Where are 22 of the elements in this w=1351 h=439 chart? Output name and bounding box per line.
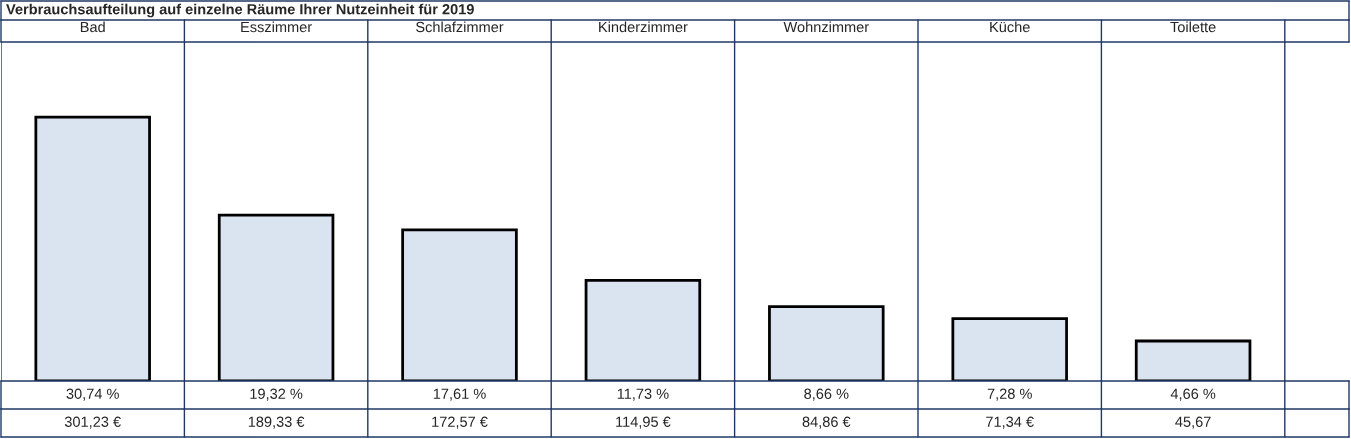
text: 45,67 [1175, 416, 1211, 429]
data-label: 19,32 % [250, 388, 303, 401]
text: 172,57 € [432, 416, 488, 429]
x-tick-label: Esszimmer [241, 21, 312, 33]
data-label: 7,28 % [987, 388, 1032, 401]
text: 301,23 € [64, 416, 121, 429]
chart-title: Verbrauchsaufteilung auf einzelne Räume Ihrer Nutzeinheit für 2019 [6, 3, 474, 18]
x-tick-label: Bad [80, 21, 105, 33]
text: 84,86 € [802, 416, 851, 429]
text: 71,34 € [986, 416, 1034, 429]
data-label: 11,73 % [617, 388, 669, 401]
x-tick-label: Wohnzimmer [783, 21, 869, 33]
data-label: 30,74 % [66, 388, 119, 401]
data-label: 17,61 % [433, 388, 486, 401]
x-tick-label: Küche [990, 21, 1030, 33]
text: 189,33 € [248, 416, 305, 429]
data-label: 4,66 % [1170, 388, 1216, 401]
x-tick-label: Schlafzimmer [416, 21, 504, 33]
x-tick-label: Toilette [1170, 21, 1216, 33]
data-label: 8,66 % [804, 388, 849, 401]
x-tick-label: Kinderzimmer [599, 21, 688, 33]
text: 114,95 € [616, 416, 671, 429]
